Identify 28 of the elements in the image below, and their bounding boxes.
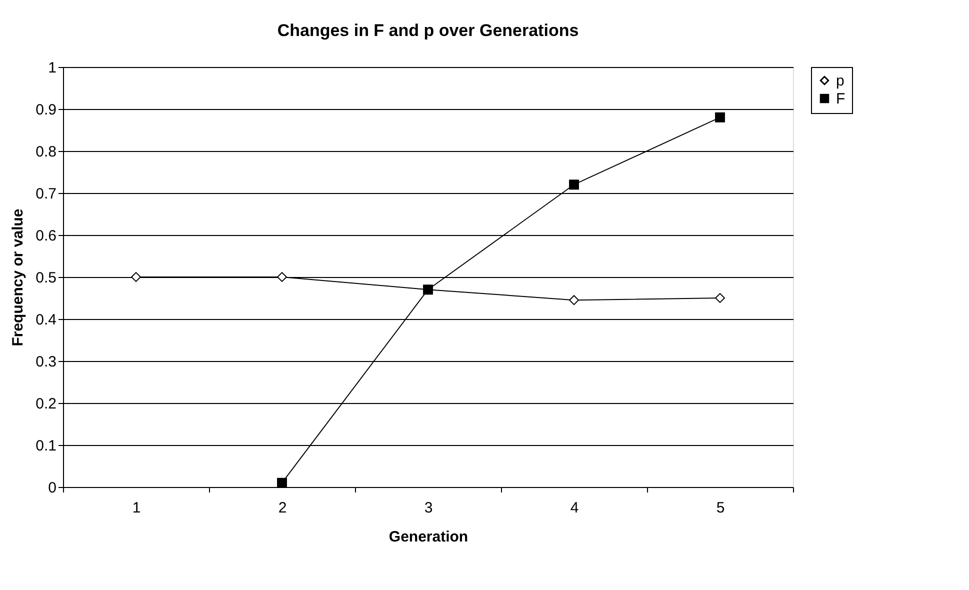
x-tick-label: 5 bbox=[716, 500, 725, 516]
x-tick-label: 3 bbox=[424, 500, 433, 516]
y-tick-label: 0 bbox=[48, 480, 56, 496]
y-tick-label: 1 bbox=[48, 60, 56, 76]
legend-label: p bbox=[836, 72, 844, 90]
point bbox=[715, 112, 725, 122]
y-tick-label: 0.9 bbox=[36, 102, 56, 118]
point bbox=[569, 180, 579, 190]
point bbox=[569, 295, 579, 306]
y-tick-label: 0.8 bbox=[36, 144, 56, 160]
y-tick-label: 0.7 bbox=[36, 186, 56, 202]
y-tick-label: 0.4 bbox=[36, 312, 56, 328]
y-axis-title: Frequency or value bbox=[10, 208, 27, 346]
point bbox=[277, 272, 287, 282]
y-tick-label: 0.1 bbox=[36, 438, 56, 454]
chart-title: Changes in F and p over Generations bbox=[277, 21, 579, 40]
point bbox=[715, 293, 725, 303]
y-tick-label: 0.3 bbox=[36, 354, 56, 370]
x-tick-label: 1 bbox=[132, 500, 141, 516]
point bbox=[277, 478, 287, 488]
y-tick-label: 0.2 bbox=[36, 396, 56, 412]
y-tick-label: 0.6 bbox=[36, 228, 56, 244]
x-tick-label: 4 bbox=[570, 500, 579, 516]
legend-label: F bbox=[836, 90, 846, 108]
x-axis-title: Generation bbox=[388, 528, 468, 546]
point bbox=[131, 272, 141, 282]
y-tick-label: 0.5 bbox=[36, 270, 56, 286]
x-tick-label: 2 bbox=[278, 500, 287, 516]
